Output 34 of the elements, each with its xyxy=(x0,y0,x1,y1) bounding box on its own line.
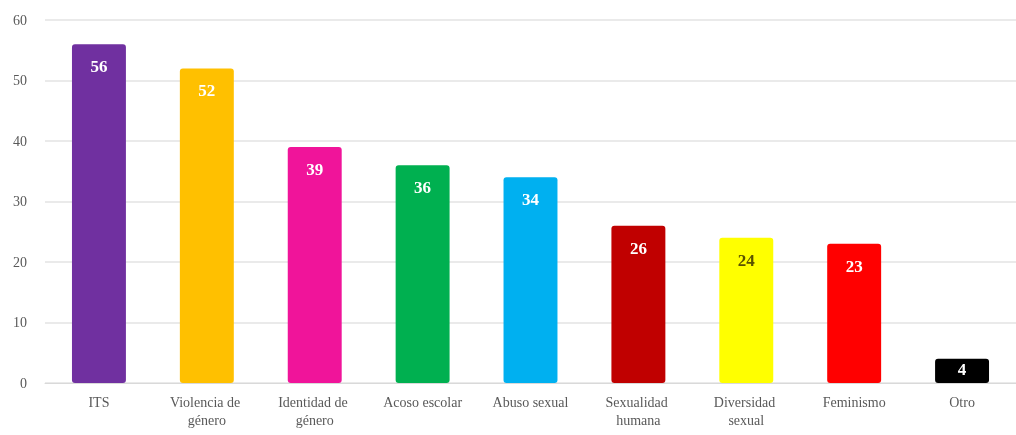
x-tick-label: Otro xyxy=(949,394,975,410)
bar xyxy=(395,165,450,383)
data-label: 36 xyxy=(414,178,432,198)
y-tick-label: 20 xyxy=(13,254,27,270)
y-tick-label: 30 xyxy=(13,194,27,209)
x-tick-label: ITS xyxy=(88,394,110,410)
x-tick-label: Diversidad sexual xyxy=(713,394,779,428)
x-tick-label: Sexualidad humana xyxy=(605,394,672,428)
bar xyxy=(827,243,882,383)
data-label: 4 xyxy=(957,360,967,380)
bar xyxy=(71,44,126,383)
data-label: 23 xyxy=(845,256,863,276)
bar xyxy=(611,225,666,383)
x-tick-label: Acoso escolar xyxy=(383,394,463,410)
x-tick-label: Feminismo xyxy=(822,394,886,410)
data-label: 26 xyxy=(629,238,647,258)
bar xyxy=(179,68,234,383)
x-tick-label: Violencia de género xyxy=(169,394,244,428)
data-label: 24 xyxy=(737,250,756,270)
x-tick-label: Abuso sexual xyxy=(492,394,569,410)
x-tick-label: Identidad de género xyxy=(278,394,352,428)
bar xyxy=(287,147,342,383)
y-tick-label: 40 xyxy=(13,133,27,149)
bar xyxy=(719,237,774,383)
y-tick-label: 50 xyxy=(13,73,27,88)
data-label: 34 xyxy=(522,190,540,210)
bar xyxy=(503,177,558,383)
y-tick-label: 0 xyxy=(20,375,27,391)
data-label: 52 xyxy=(198,81,216,101)
data-label: 39 xyxy=(306,160,324,180)
bar xyxy=(935,358,990,383)
data-label: 56 xyxy=(90,57,108,77)
y-tick-label: 10 xyxy=(13,315,27,330)
y-tick-label: 60 xyxy=(13,12,27,28)
